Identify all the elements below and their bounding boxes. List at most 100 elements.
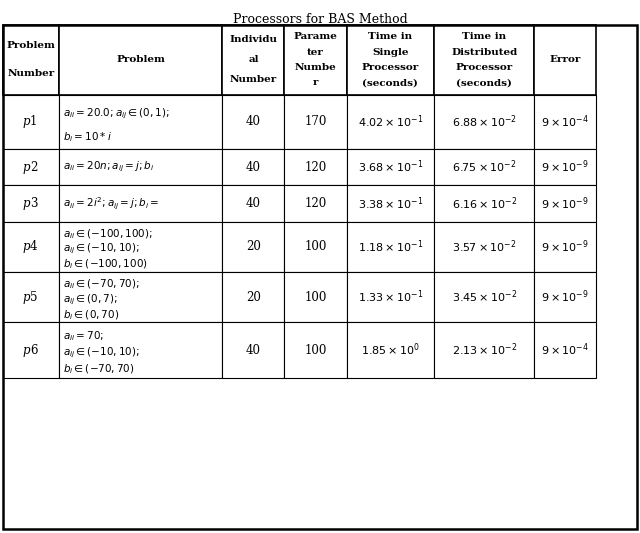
Text: $4.02\times10^{-1}$: $4.02\times10^{-1}$ <box>358 114 423 130</box>
Text: p: p <box>22 290 30 304</box>
Text: Parame: Parame <box>294 32 337 41</box>
Text: Single: Single <box>372 47 408 56</box>
Bar <box>347 149 434 185</box>
Text: $b_i \in (-100,100)$: $b_i \in (-100,100)$ <box>63 257 148 271</box>
Text: $3.45\times10^{-2}$: $3.45\times10^{-2}$ <box>452 289 517 305</box>
Text: Time in: Time in <box>462 32 506 41</box>
Bar <box>3 322 59 378</box>
Text: $9\times10^{-9}$: $9\times10^{-9}$ <box>541 159 589 175</box>
Bar <box>222 322 285 378</box>
Bar <box>285 272 347 322</box>
Text: $b_i = 10*i$: $b_i = 10*i$ <box>63 130 112 144</box>
Text: $a_{ij} \in (-10,10);$: $a_{ij} \in (-10,10);$ <box>63 242 140 256</box>
Bar <box>285 322 347 378</box>
Text: $1.85\times10^{0}$: $1.85\times10^{0}$ <box>361 342 420 358</box>
Text: $a_{ii} \in (-70,70);$: $a_{ii} \in (-70,70);$ <box>63 277 140 291</box>
Text: 40: 40 <box>246 115 261 128</box>
Text: Problem: Problem <box>6 42 55 50</box>
Bar <box>534 149 596 185</box>
Bar <box>222 272 285 322</box>
Text: $1.18\times10^{-1}$: $1.18\times10^{-1}$ <box>358 238 423 255</box>
Bar <box>347 222 434 272</box>
Text: 20: 20 <box>246 290 261 304</box>
Text: Processor: Processor <box>456 63 513 72</box>
Bar <box>3 94 59 149</box>
Bar <box>534 94 596 149</box>
Bar <box>534 272 596 322</box>
Bar <box>222 149 285 185</box>
Text: (seconds): (seconds) <box>456 78 512 87</box>
Bar <box>285 94 347 149</box>
Text: p: p <box>22 240 30 253</box>
Text: 40: 40 <box>246 160 261 174</box>
Bar <box>59 149 222 185</box>
Text: 6: 6 <box>30 344 37 357</box>
Text: 120: 120 <box>305 197 326 210</box>
Bar <box>434 272 534 322</box>
Text: Processors for BAS Method: Processors for BAS Method <box>232 13 408 26</box>
Text: 20: 20 <box>246 240 261 253</box>
Bar <box>59 25 222 94</box>
Text: $2.13\times10^{-2}$: $2.13\times10^{-2}$ <box>452 342 517 358</box>
Text: $3.57\times10^{-2}$: $3.57\times10^{-2}$ <box>452 238 516 255</box>
Text: 120: 120 <box>305 160 326 174</box>
Text: Number: Number <box>7 69 54 78</box>
Text: $6.88\times10^{-2}$: $6.88\times10^{-2}$ <box>452 114 516 130</box>
Bar <box>222 94 285 149</box>
Text: $a_{ii} = 70;$: $a_{ii} = 70;$ <box>63 329 104 343</box>
Bar <box>434 322 534 378</box>
Text: Number: Number <box>230 75 277 84</box>
Bar <box>434 94 534 149</box>
Text: Problem: Problem <box>116 55 165 64</box>
Bar <box>534 322 596 378</box>
Bar <box>3 222 59 272</box>
Bar <box>534 222 596 272</box>
Text: $6.16\times10^{-2}$: $6.16\times10^{-2}$ <box>452 195 517 212</box>
Text: $9\times10^{-9}$: $9\times10^{-9}$ <box>541 195 589 212</box>
Text: p: p <box>22 197 30 210</box>
Bar <box>347 94 434 149</box>
Text: $b_i \in (0,70)$: $b_i \in (0,70)$ <box>63 308 119 321</box>
Text: al: al <box>248 55 259 64</box>
Text: 5: 5 <box>30 290 37 304</box>
Bar <box>347 322 434 378</box>
Text: 100: 100 <box>305 290 327 304</box>
Text: 1: 1 <box>30 115 37 128</box>
Text: p: p <box>22 344 30 357</box>
Bar <box>222 185 285 222</box>
Text: $9\times10^{-4}$: $9\times10^{-4}$ <box>541 342 589 358</box>
Bar <box>285 185 347 222</box>
Text: $6.75\times10^{-2}$: $6.75\times10^{-2}$ <box>452 159 516 175</box>
Bar <box>222 222 285 272</box>
Bar <box>3 185 59 222</box>
Text: 170: 170 <box>305 115 327 128</box>
Bar <box>347 25 434 94</box>
Text: $a_{ii} = 20.0; a_{ij} \in (0,1);$: $a_{ii} = 20.0; a_{ij} \in (0,1);$ <box>63 106 170 120</box>
Text: Error: Error <box>550 55 581 64</box>
Bar <box>434 222 534 272</box>
Bar <box>222 25 285 94</box>
Bar <box>434 185 534 222</box>
Text: $a_{ij} \in (-10,10);$: $a_{ij} \in (-10,10);$ <box>63 345 140 360</box>
Text: $1.33\times10^{-1}$: $1.33\times10^{-1}$ <box>358 289 423 305</box>
Bar <box>434 149 534 185</box>
Bar <box>534 185 596 222</box>
Text: $a_{ii} = 2i^2; a_{ij} = j; b_i =$: $a_{ii} = 2i^2; a_{ij} = j; b_i =$ <box>63 195 159 212</box>
Text: 3: 3 <box>30 197 37 210</box>
Bar <box>285 149 347 185</box>
Bar <box>59 185 222 222</box>
Text: 40: 40 <box>246 197 261 210</box>
Text: $9\times10^{-9}$: $9\times10^{-9}$ <box>541 238 589 255</box>
Text: 100: 100 <box>305 344 327 357</box>
Text: p: p <box>22 115 30 128</box>
Bar <box>285 25 347 94</box>
Text: 2: 2 <box>30 160 37 174</box>
Text: $a_{ii} = 20n; a_{ij} = j; b_i$: $a_{ii} = 20n; a_{ij} = j; b_i$ <box>63 160 154 174</box>
Bar <box>59 322 222 378</box>
Bar <box>434 25 534 94</box>
Text: 40: 40 <box>246 344 261 357</box>
Text: Numbe: Numbe <box>294 63 337 72</box>
Bar <box>285 222 347 272</box>
Text: $b_i \in (-70,70)$: $b_i \in (-70,70)$ <box>63 362 134 376</box>
Text: p: p <box>22 160 30 174</box>
